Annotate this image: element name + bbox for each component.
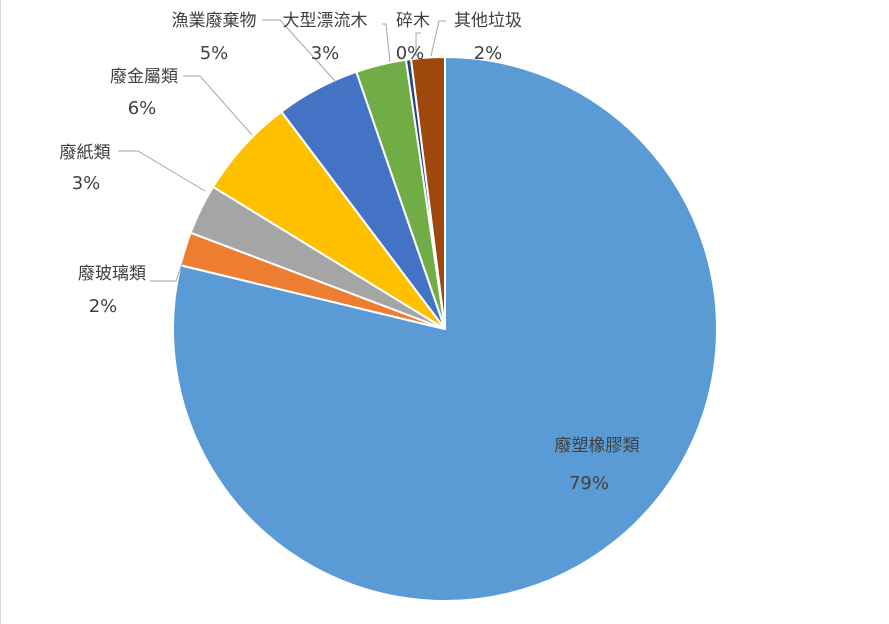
slice-percent-label: 0% <box>396 43 425 64</box>
slice-category-label: 漁業廢棄物 <box>172 11 257 31</box>
leader-line <box>118 150 206 192</box>
leader-line <box>430 20 446 57</box>
slice-category-label: 廢塑橡膠類 <box>555 436 640 456</box>
slice-category-label: 大型漂流木 <box>283 11 368 31</box>
slice-category-label: 其他垃圾 <box>454 11 522 31</box>
leader-lines <box>118 19 446 282</box>
leader-line <box>262 19 337 83</box>
leader-line <box>150 257 185 282</box>
leader-line <box>415 32 421 56</box>
pie-slice <box>410 56 446 330</box>
slice-category-label: 廢紙類 <box>60 143 111 163</box>
slice-percent-label: 79% <box>569 473 609 494</box>
slice-percent-label: 2% <box>89 296 118 317</box>
slice-category-label: 廢玻璃類 <box>78 264 146 284</box>
slice-category-label: 碎木 <box>396 11 430 31</box>
slice-percent-label: 3% <box>72 173 101 194</box>
data-labels: 廢塑橡膠類 79% 廢玻璃類 2% 廢紙類 3% 廢金屬類 6% 漁業廢棄物 5% 大型漂流木 3% 碎… <box>60 11 640 494</box>
leader-line <box>382 23 391 63</box>
slice-percent-label: 2% <box>474 43 503 64</box>
leader-line <box>183 75 253 136</box>
slice-percent-label: 5% <box>200 43 229 64</box>
frame-border <box>0 0 1 624</box>
slice-percent-label: 3% <box>311 43 340 64</box>
slice-percent-label: 6% <box>128 98 157 119</box>
pie-slices <box>172 56 718 602</box>
slice-category-label: 廢金屬類 <box>110 67 178 87</box>
